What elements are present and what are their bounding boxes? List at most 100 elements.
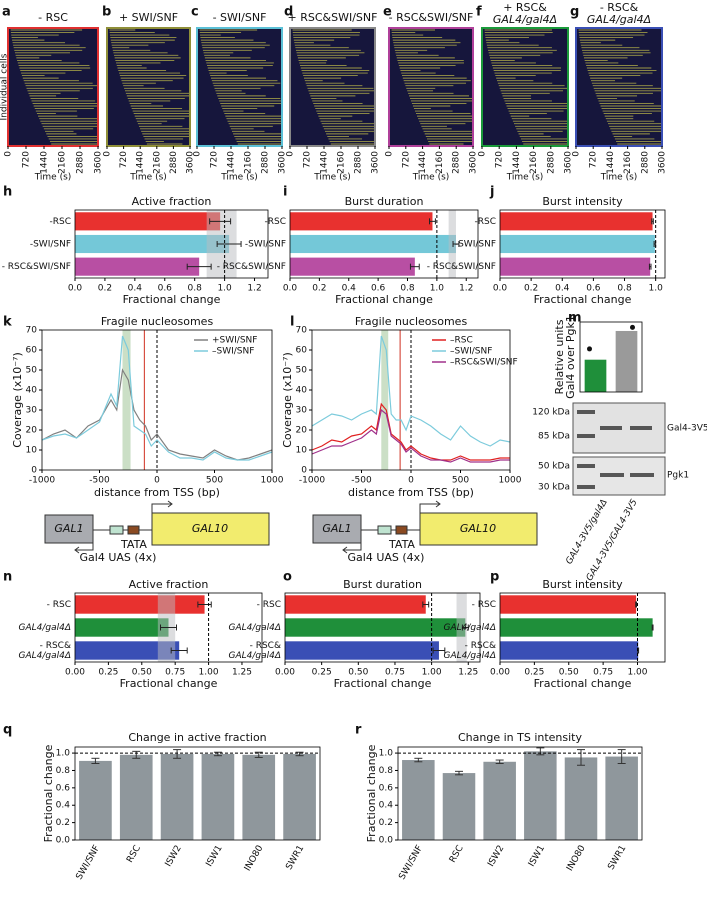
bar [442,773,476,840]
panel-title: GAL4/gal4Δ [587,13,651,26]
x-tick-label: 720 [495,151,505,168]
tata-label: TATA [388,538,415,551]
tss-arrow [151,500,173,513]
panel-letter: o [283,570,292,585]
category-label: ISW1 [205,844,225,869]
gene-box [44,514,94,544]
y-axis-label: Coverage (x10⁻⁷) [11,352,24,448]
marker-label: 85 kDa [538,432,570,442]
y-tick-label: 0 [31,466,37,476]
x-tick-label: 0.0 [283,284,298,294]
category-label: RSC [125,844,143,865]
gene-label: GAL1 [54,522,83,535]
bar [160,753,194,840]
panel-letter: j [489,185,494,200]
category-label: - RSC [47,600,71,610]
x-tick-label: 0.0 [68,284,83,294]
bar [500,234,655,254]
panel-title: GAL4/gal4Δ [493,13,557,26]
gel-band [577,410,595,414]
y-tick-label: 60 [26,346,38,356]
heatmap-background [107,28,190,146]
bar [75,641,180,660]
tss-arrow [419,500,441,513]
heatmap-border [481,27,569,147]
tata-box [127,525,140,535]
y-axis-label: Relative units [553,319,566,394]
x-tick-label: 1.2 [459,284,473,294]
x-tick-label: 0.4 [555,284,570,294]
plot-frame [289,209,479,279]
category-label: GAL4/gal4Δ [228,623,281,633]
bar [500,257,651,276]
x-tick-label: 3600 [186,151,196,174]
x-tick-label: 0.50 [348,668,368,678]
category-label: -RSC [475,217,497,227]
x-tick-label: 0.00 [490,668,510,678]
x-tick-label: -1000 [299,476,325,486]
heatmap-background [290,28,375,146]
category-label: - RSC& [40,641,71,651]
x-tick-label: 1.0 [430,284,445,294]
bar [119,754,153,840]
bar [242,754,276,840]
bar [290,212,433,231]
x-axis-label: Fractional change [334,677,432,690]
y-tick-label: 20 [296,426,308,436]
x-tick-label: 2160 [58,151,68,174]
uas-label: Gal4 UAS (4x) [80,551,157,564]
x-tick-label: 3600 [469,151,479,174]
marker-label: 120 kDa [532,408,570,418]
y-tick-label: 20 [26,426,38,436]
y-axis-label: Individual cells [0,53,10,120]
panel-title: Active fraction [129,578,209,591]
category-label: - RSC&SWI/SNF [217,262,286,272]
x-tick-label: 0.25 [312,668,332,678]
heatmap-border [106,27,191,147]
x-tick-label: 0.2 [312,284,326,294]
marker-label: 50 kDa [538,462,570,472]
plot-frame [397,746,643,841]
x-axis-label: Time (s) [129,173,167,183]
y-tick-label: 1.0 [379,749,394,759]
bar [584,359,607,392]
heatmap-background [197,28,282,146]
bar [500,641,639,660]
category-label: - RSC [472,600,496,610]
category-label: - RSC& [250,641,281,651]
y-tick-label: 0.8 [56,766,71,776]
x-tick-label: 2880 [546,151,556,174]
plot-frame [284,592,481,663]
y-tick-label: 30 [26,406,38,416]
category-label: INO80 [565,844,588,873]
bar [564,757,598,840]
panel-title: Change in active fraction [128,731,266,744]
y-tick-label: 0 [301,466,307,476]
panel-title: Burst intensity [542,578,623,591]
y-tick-label: 0.8 [379,766,394,776]
y-axis-label: Fractional change [365,744,378,842]
panel-letter: h [3,185,12,200]
category-label: SWI/SNF [397,844,425,882]
category-label: SWR1 [284,844,306,872]
y-tick-label: 0.6 [379,783,394,793]
uas-box [109,525,124,535]
y-axis-label: Fractional change [42,744,55,842]
x-tick-label: 720 [401,151,411,168]
x-axis-label: Time (s) [313,173,351,183]
legend-label: –SWI/SNF [450,347,492,357]
x-tick-label: 0.8 [188,284,203,294]
band-label: Gal4-3V5 [667,424,707,434]
y-tick-label: 10 [26,446,38,456]
x-tick-label: 3600 [94,151,104,174]
panel-title: Burst intensity [542,195,623,208]
x-tick-label: 0 [385,151,395,157]
plot-frame [74,746,321,841]
x-tick-label: 1.2 [247,284,261,294]
series-line [311,408,510,463]
category-label: -RSC [50,217,72,227]
y-tick-label: 40 [26,386,38,396]
panel-title: - RSC& [600,1,639,14]
x-tick-label: 0.2 [98,284,112,294]
category-label: - RSC&SWI/SNF [2,262,71,272]
